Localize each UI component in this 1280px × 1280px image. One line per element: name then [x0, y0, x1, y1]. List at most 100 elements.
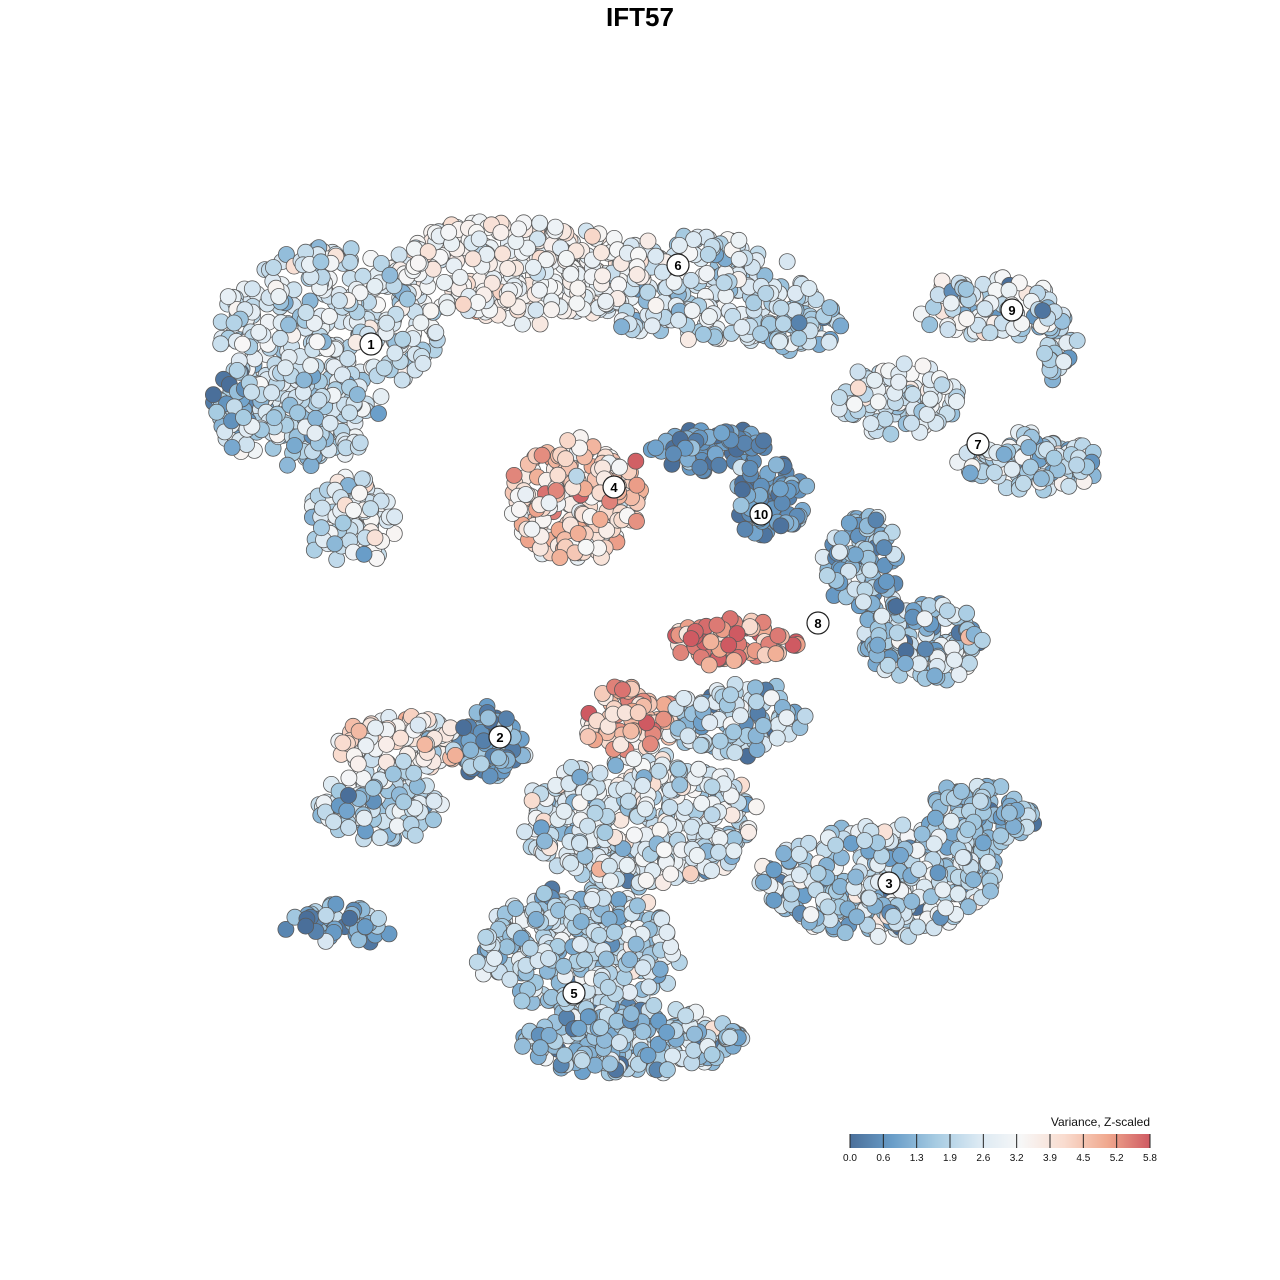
cell-point: [711, 732, 729, 750]
cell-point: [385, 525, 403, 542]
cell-point: [341, 253, 359, 271]
cell-point: [946, 651, 963, 669]
cell-point: [527, 911, 545, 928]
cell-point: [921, 390, 939, 408]
cell-point: [498, 938, 516, 956]
cell-point: [571, 936, 589, 953]
cell-point: [547, 218, 564, 236]
cell-point: [579, 728, 597, 745]
cluster-label-badge: [749, 502, 773, 526]
cell-point: [521, 939, 539, 957]
cell-point: [219, 288, 237, 306]
cell-point: [1034, 302, 1051, 320]
cell-point: [629, 897, 646, 915]
cell-point: [796, 707, 814, 725]
cell-point: [557, 450, 574, 468]
cell-point: [228, 361, 246, 379]
cell-point: [976, 300, 994, 318]
cell-point: [378, 736, 395, 753]
cell-point: [302, 357, 320, 375]
cell-point: [378, 314, 396, 332]
cell-point: [730, 250, 748, 268]
cell-point: [651, 821, 669, 839]
cell-point: [599, 979, 617, 996]
cell-point: [562, 854, 579, 872]
cell-point: [639, 1047, 657, 1064]
cell-point: [571, 768, 589, 786]
cell-point: [477, 928, 495, 946]
cell-point: [372, 388, 390, 406]
cell-point: [395, 793, 413, 811]
cell-point: [612, 736, 630, 753]
cell-point: [399, 290, 416, 308]
cell-point: [492, 224, 510, 241]
cell-point: [925, 835, 943, 853]
cell-point: [725, 652, 743, 669]
cell-point: [395, 752, 412, 770]
cell-point: [878, 573, 895, 590]
cell-point: [586, 804, 604, 822]
cell-point: [728, 625, 746, 642]
cell-point: [847, 868, 865, 886]
cell-point: [414, 354, 432, 372]
cell-point: [625, 750, 643, 768]
cell-point: [790, 846, 808, 863]
cell-point: [362, 500, 379, 518]
cell-point: [665, 445, 682, 463]
cell-point: [628, 266, 646, 283]
cell-point: [703, 1046, 721, 1063]
cell-point: [942, 812, 960, 830]
cluster-label-badge: [602, 475, 626, 499]
cell-point: [540, 950, 557, 967]
cell-point: [576, 951, 593, 969]
cluster-label-5: 5: [562, 981, 586, 1005]
cell-point: [367, 719, 384, 737]
cluster-label-text: 7: [974, 437, 981, 452]
cell-point: [551, 549, 569, 566]
cell-point: [850, 379, 867, 397]
cluster-label-badge: [666, 253, 690, 277]
cell-point: [848, 908, 866, 926]
cell-point: [276, 359, 294, 377]
cell-point: [959, 821, 977, 838]
cell-point: [985, 464, 1003, 481]
cell-point: [778, 709, 796, 727]
cell-point: [800, 279, 818, 297]
cell-point: [628, 513, 645, 530]
cell-point: [464, 250, 482, 268]
cell-point: [350, 722, 368, 740]
cell-point: [929, 864, 947, 882]
cell-point: [693, 695, 710, 713]
cell-point: [366, 277, 384, 295]
cell-point: [351, 484, 368, 502]
cell-point: [800, 834, 818, 852]
cell-point: [1015, 474, 1032, 492]
cell-point: [861, 561, 879, 579]
cell-point: [890, 373, 908, 391]
cell-point: [904, 385, 922, 403]
cluster-label-badge: [966, 432, 990, 456]
cell-point: [349, 755, 367, 773]
cell-point: [1045, 449, 1063, 467]
cell-point: [647, 247, 665, 265]
cell-point: [725, 842, 743, 860]
cluster-label-6: 6: [666, 253, 690, 277]
cell-point: [682, 630, 700, 647]
cell-point: [555, 957, 573, 975]
colorbar-tick-label: 0.6: [876, 1153, 890, 1164]
cell-point: [223, 438, 241, 456]
colorbar-title: Variance, Z-scaled: [1050, 1115, 1150, 1129]
cell-point: [340, 769, 358, 787]
cell-point: [752, 325, 769, 343]
cell-point: [425, 792, 443, 810]
cell-point: [736, 520, 754, 538]
cell-point: [265, 409, 283, 427]
cell-point: [765, 861, 783, 879]
cell-point: [897, 655, 914, 672]
cell-point: [708, 616, 726, 634]
cell-point: [950, 666, 968, 683]
cell-point: [715, 274, 733, 292]
cell-point: [351, 284, 369, 302]
cell-point: [355, 545, 373, 563]
